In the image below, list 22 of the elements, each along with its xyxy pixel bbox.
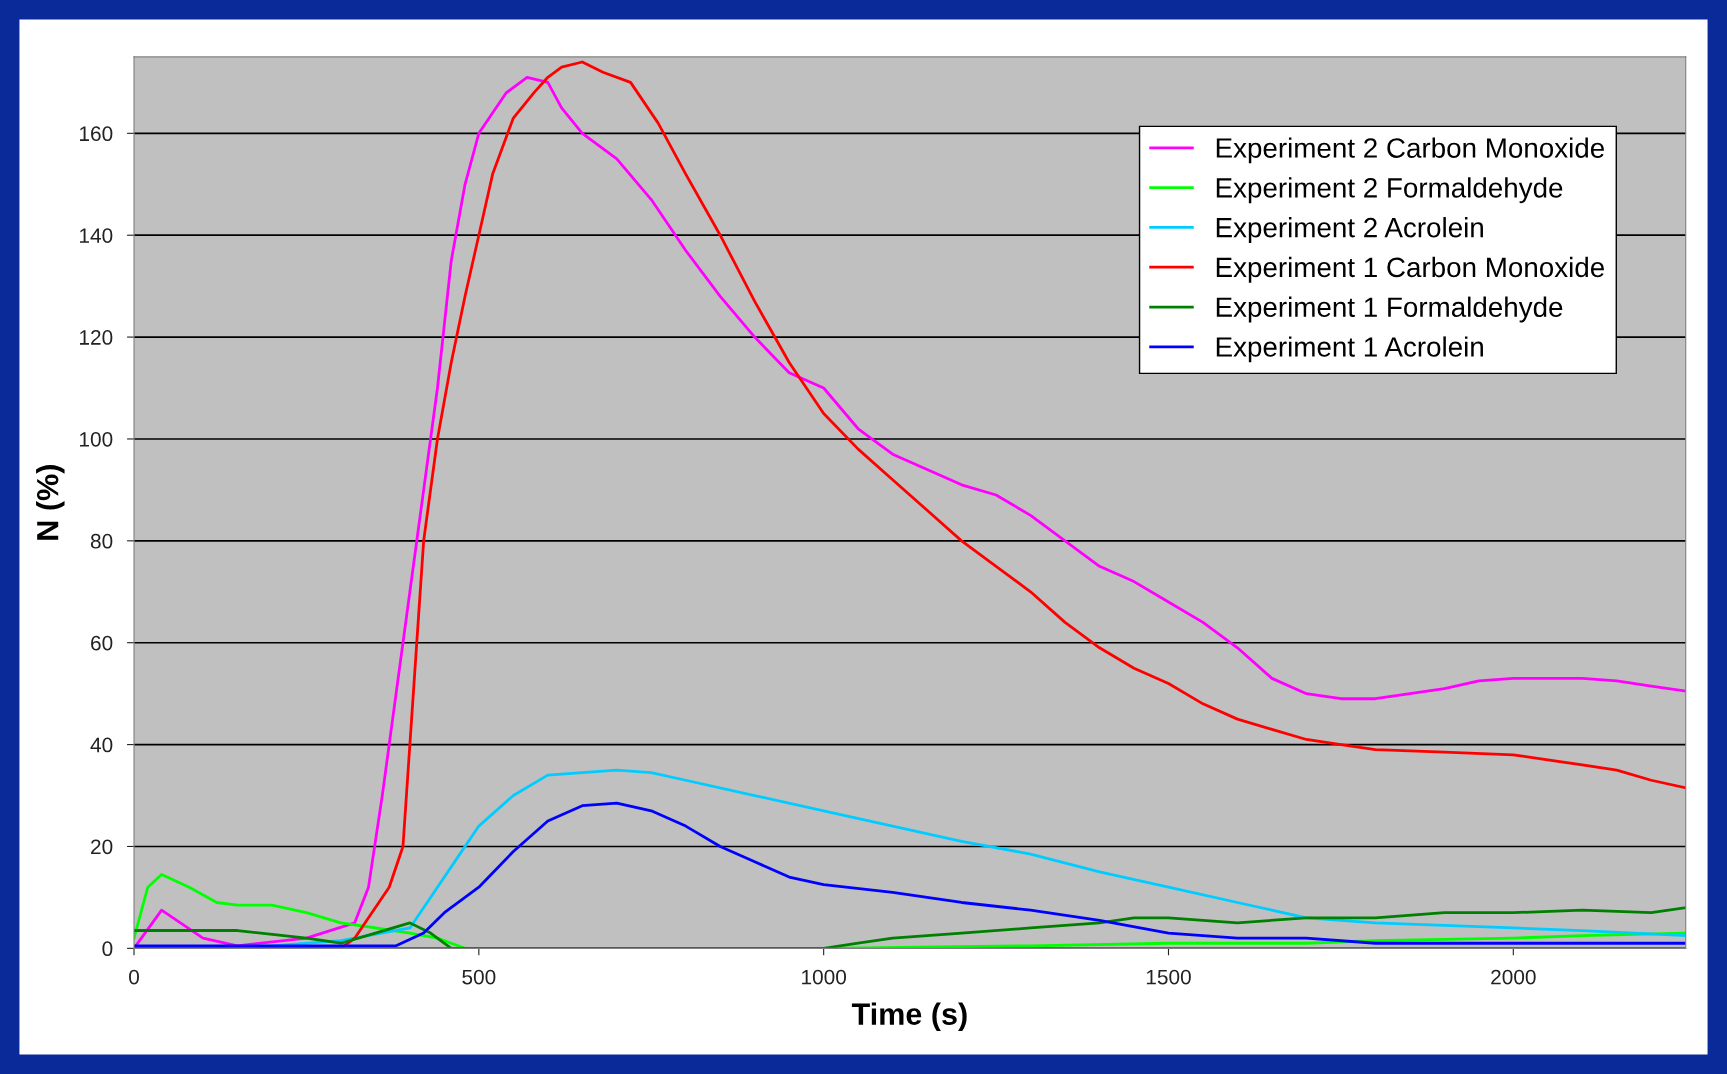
y-axis-title: N (%) xyxy=(36,465,65,540)
y-tick-label: 140 xyxy=(80,228,113,243)
y-tick-label: 80 xyxy=(90,533,113,549)
y-tick-label: 100 xyxy=(80,431,113,447)
legend-label: Experiment 1 Carbon Monoxide xyxy=(1216,256,1604,283)
legend-label: Experiment 2 Carbon Monoxide xyxy=(1216,137,1604,164)
x-tick-label: 2000 xyxy=(1491,969,1536,985)
x-tick-label: 1000 xyxy=(802,969,847,985)
y-tick-label: 0 xyxy=(102,941,113,957)
legend-label: Experiment 1 Acrolein xyxy=(1216,336,1483,363)
x-tick-label: 0 xyxy=(129,969,139,985)
y-tick-label: 40 xyxy=(90,737,113,753)
legend-label: Experiment 1 Formaldehyde xyxy=(1216,296,1563,323)
y-tick-label: 160 xyxy=(80,126,113,142)
y-tick-label: 60 xyxy=(91,635,113,651)
legend-label: Experiment 2 Acrolein xyxy=(1216,217,1483,243)
y-tick-label: 120 xyxy=(80,330,113,345)
x-axis-title: Time (s) xyxy=(851,1002,967,1031)
x-tick-label: 1500 xyxy=(1146,969,1191,985)
legend-label: Experiment 2 Formaldehyde xyxy=(1216,177,1563,204)
x-tick-label: 500 xyxy=(462,969,496,985)
y-tick-label: 20 xyxy=(91,839,113,855)
